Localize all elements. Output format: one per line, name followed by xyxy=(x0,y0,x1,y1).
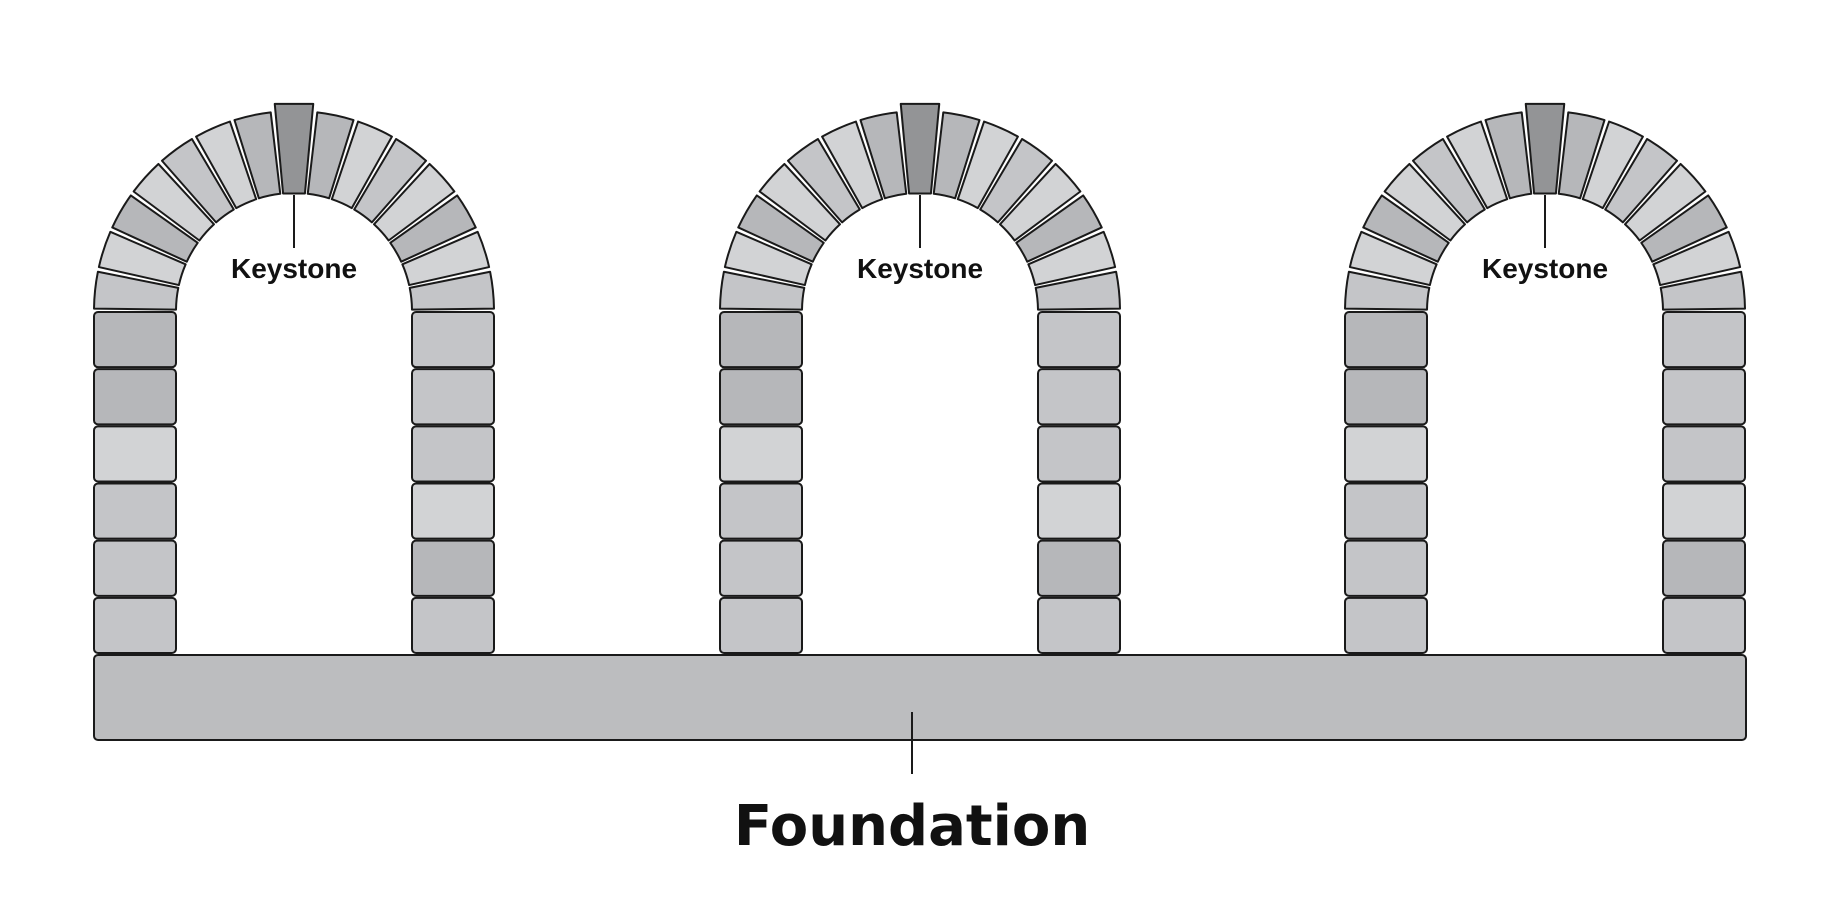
voussoir-stone xyxy=(821,120,884,210)
voussoir-stone xyxy=(1411,138,1486,224)
left-pillar-stone xyxy=(719,539,803,597)
voussoir-stone xyxy=(956,120,1019,210)
voussoir-stone xyxy=(1659,270,1746,311)
voussoir-stone xyxy=(97,230,187,287)
voussoir-stone xyxy=(1015,194,1103,263)
right-pillar-stone xyxy=(411,311,495,369)
left-pillar-stone xyxy=(93,596,177,654)
left-pillar-stone xyxy=(1344,311,1428,369)
right-pillar-stone xyxy=(1037,539,1121,597)
right-pillar-stone xyxy=(411,596,495,654)
voussoir-stone xyxy=(1604,138,1679,224)
voussoir-stone xyxy=(1484,111,1533,200)
voussoir-stone xyxy=(330,120,393,210)
voussoir-stone xyxy=(195,120,258,210)
voussoir-stone xyxy=(932,111,981,200)
voussoir-stone xyxy=(1348,230,1438,287)
left-pillar-stone xyxy=(93,539,177,597)
right-pillar-stone xyxy=(1037,311,1121,369)
keystone-label: Keystone xyxy=(231,253,357,284)
left-pillar-stone xyxy=(1344,425,1428,483)
left-pillar-stone xyxy=(719,425,803,483)
arch: Keystone xyxy=(719,102,1121,654)
left-pillar-stone xyxy=(93,368,177,426)
right-pillar-stone xyxy=(411,425,495,483)
voussoir-stone xyxy=(111,194,199,263)
voussoir-stone xyxy=(999,162,1082,242)
foundation-block xyxy=(93,654,1747,741)
right-pillar-stone xyxy=(411,368,495,426)
voussoir-stone xyxy=(786,138,861,224)
voussoir-stone xyxy=(401,230,491,287)
voussoir-stone xyxy=(389,194,477,263)
right-pillar-stone xyxy=(1662,482,1746,540)
foundation-label: Foundation xyxy=(734,794,1090,859)
voussoir-stone xyxy=(1640,194,1728,263)
keystone xyxy=(1524,102,1566,195)
voussoir-stone xyxy=(1344,270,1431,311)
voussoir-stone xyxy=(1652,230,1742,287)
voussoir-stone xyxy=(1362,194,1450,263)
right-pillar-stone xyxy=(411,539,495,597)
voussoir-stone xyxy=(408,270,495,311)
right-pillar-stone xyxy=(1037,482,1121,540)
voussoir-stone xyxy=(132,162,215,242)
voussoir-stone xyxy=(1581,120,1644,210)
voussoir-stone xyxy=(160,138,235,224)
right-pillar-stone xyxy=(1662,425,1746,483)
left-pillar-stone xyxy=(719,482,803,540)
right-pillar-stone xyxy=(1662,368,1746,426)
voussoir-stone xyxy=(1383,162,1466,242)
arches-group: Keystone Keystone Keystone xyxy=(93,102,1746,654)
keystone-label: Keystone xyxy=(857,253,983,284)
voussoir-stone xyxy=(1027,230,1117,287)
voussoir-stone xyxy=(1034,270,1121,311)
voussoir-stone xyxy=(306,111,355,200)
voussoir-stone xyxy=(859,111,908,200)
voussoir-stone xyxy=(373,162,456,242)
voussoir-stone xyxy=(353,138,428,224)
left-pillar-stone xyxy=(93,311,177,369)
right-pillar-stone xyxy=(1037,596,1121,654)
voussoir-stone xyxy=(1557,111,1606,200)
left-pillar-stone xyxy=(1344,368,1428,426)
voussoir-stone xyxy=(719,270,806,311)
arch: Keystone xyxy=(1344,102,1746,654)
arch: Keystone xyxy=(93,102,495,654)
voussoir-stone xyxy=(93,270,180,311)
right-pillar-stone xyxy=(1662,596,1746,654)
keystone xyxy=(273,102,315,195)
right-pillar-stone xyxy=(1662,311,1746,369)
keystone-label: Keystone xyxy=(1482,253,1608,284)
voussoir-stone xyxy=(1446,120,1509,210)
left-pillar-stone xyxy=(1344,596,1428,654)
right-pillar-stone xyxy=(1037,425,1121,483)
voussoir-stone xyxy=(233,111,282,200)
right-pillar-stone xyxy=(411,482,495,540)
voussoir-stone xyxy=(758,162,841,242)
left-pillar-stone xyxy=(719,311,803,369)
right-pillar-stone xyxy=(1037,368,1121,426)
left-pillar-stone xyxy=(719,596,803,654)
voussoir-stone xyxy=(1624,162,1707,242)
left-pillar-stone xyxy=(93,482,177,540)
left-pillar-stone xyxy=(1344,539,1428,597)
left-pillar-stone xyxy=(93,425,177,483)
left-pillar-stone xyxy=(1344,482,1428,540)
right-pillar-stone xyxy=(1662,539,1746,597)
voussoir-stone xyxy=(737,194,825,263)
voussoir-stone xyxy=(979,138,1054,224)
keystone xyxy=(899,102,941,195)
left-pillar-stone xyxy=(719,368,803,426)
voussoir-stone xyxy=(723,230,813,287)
